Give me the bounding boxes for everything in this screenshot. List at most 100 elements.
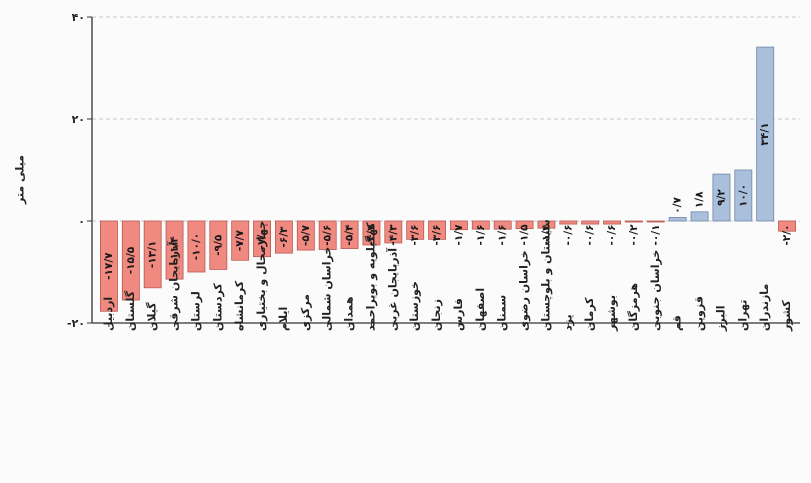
bar-value-label: -۵/۶: [322, 225, 334, 246]
bar-value-label: -۳/۶: [431, 224, 443, 245]
bar-value-label: -۱۱/۴: [169, 236, 181, 264]
y-tick-label: ۰: [78, 215, 85, 228]
bar-value-label: -۶/۳: [278, 226, 290, 248]
bar-value-label: -۱/۴: [540, 224, 552, 246]
bar-value-label: -۰/۲: [628, 224, 640, 246]
bar: [231, 220, 250, 261]
bar: [296, 220, 315, 251]
bar: [515, 220, 534, 230]
bar: [165, 220, 184, 280]
bar-value-label: -۴/۳: [387, 224, 399, 246]
x-tick-label: زنجان: [430, 299, 443, 331]
x-tick-label: هرمزگان: [627, 283, 640, 331]
bar: [362, 220, 381, 246]
bar-value-label: -۱۵/۵: [125, 246, 137, 274]
bar-value-label: -۱۳/۱: [147, 241, 159, 268]
bar-value-label: -۰/۶: [606, 224, 618, 245]
x-tick-label: تهران: [736, 300, 749, 331]
bar: [646, 220, 665, 223]
bar: [384, 220, 403, 244]
bar: [121, 220, 140, 301]
x-tick-label: لرستان: [189, 291, 202, 331]
x-tick-label: مرکزی: [299, 294, 312, 331]
bar-value-label: -۵/۴: [344, 224, 356, 246]
x-tick-label: البرز: [714, 305, 727, 332]
x-tick-label: کرمان: [583, 297, 596, 331]
bar-value-label: -۵/۷: [300, 224, 312, 246]
x-tick-label: بوشهر: [605, 295, 618, 332]
bar-value-label: -۱/۶: [497, 224, 509, 245]
bar: [471, 220, 490, 230]
bar-value-label: -۴/۷: [365, 224, 377, 246]
bar: [537, 220, 556, 229]
x-tick-label: گلستان: [124, 290, 137, 331]
bar-value-label: ۰/۷: [672, 197, 684, 214]
x-tick-label: قزوین: [693, 296, 706, 331]
bar-value-label: -۰/۶: [562, 224, 574, 245]
x-tick-label: چهارمحال و بختیاری: [255, 221, 268, 331]
bar: [756, 46, 775, 222]
x-tick-label: همدان: [343, 296, 356, 331]
bar: [734, 169, 753, 222]
bar: [493, 220, 512, 230]
bar-value-label: -۰/۶: [584, 224, 596, 245]
bar-value-label: -۰/۱: [650, 224, 662, 245]
x-tick-label: کرمانشاه: [233, 280, 246, 331]
bar-value-label: -۱/۷: [453, 224, 465, 246]
bar-value-label: -۱/۵: [519, 224, 531, 246]
x-tick-label: یزد: [561, 314, 574, 331]
bar: [253, 220, 271, 258]
x-tick-label: گیلان: [146, 302, 159, 331]
bar-value-label: -۳/۶: [409, 224, 421, 245]
bar: [581, 220, 600, 225]
bar: [275, 220, 293, 254]
bar: [712, 173, 731, 222]
x-tick-label: فارس: [452, 298, 465, 331]
x-tick-label: ایلام: [277, 307, 290, 331]
bar-value-label: -۱۰/۰: [190, 233, 202, 260]
x-tick-label: کردستان: [211, 283, 224, 331]
bar-value-label: -۷/۰: [256, 228, 268, 249]
bar: [428, 220, 446, 240]
bar: [100, 220, 118, 312]
bar-value-label: ۳۴/۱: [759, 123, 771, 146]
x-tick-label: خراسان رضوی: [518, 250, 531, 331]
x-tick-label: خوزستان: [408, 281, 421, 331]
x-tick-label: اصفهان: [474, 288, 487, 331]
bar-value-label: ۹/۲: [715, 189, 727, 206]
x-tick-label: سمنان: [496, 295, 509, 331]
bar: [778, 220, 796, 232]
x-tick-label: مازندران: [758, 284, 771, 331]
y-tick-label: ۲۰: [72, 113, 85, 126]
bar: [318, 220, 337, 250]
bar: [668, 217, 687, 222]
bar: [690, 211, 709, 222]
bar: [603, 220, 621, 225]
y-tick-label: -۲۰: [67, 317, 85, 330]
x-tick-label: خراسان شمالی: [321, 247, 334, 331]
bar-value-label: -۷/۷: [234, 230, 246, 252]
bar-value-label: -۹/۵: [212, 234, 224, 256]
x-tick-label: آذربایجان غربی: [385, 248, 399, 331]
x-tick-label: اردبیل: [102, 297, 115, 331]
x-tick-label: کهگیلویه و بویراحمد: [364, 222, 377, 331]
bar-value-label: -۱/۶: [475, 224, 487, 245]
y-tick-label: ۴۰: [72, 11, 85, 24]
bar: [559, 220, 578, 225]
bar: [143, 220, 162, 289]
bar: [187, 220, 206, 273]
bar-value-label: ۱۰/۰: [737, 184, 749, 207]
bar: [625, 220, 643, 223]
bar-value-label: ۱/۸: [694, 191, 706, 208]
bar-value-label: -۱۷/۷: [103, 252, 115, 280]
bar: [406, 220, 425, 240]
bar: [209, 220, 228, 270]
bar: [340, 220, 359, 249]
x-tick-label: آذربایجان شرقی: [167, 241, 181, 331]
bar-value-label: -۲/۰: [781, 224, 793, 245]
x-tick-label: قم: [671, 315, 684, 331]
x-tick-label: سیستان و بلوچستان: [539, 219, 552, 331]
x-tick-label: خراسان جنوبی: [649, 250, 662, 331]
